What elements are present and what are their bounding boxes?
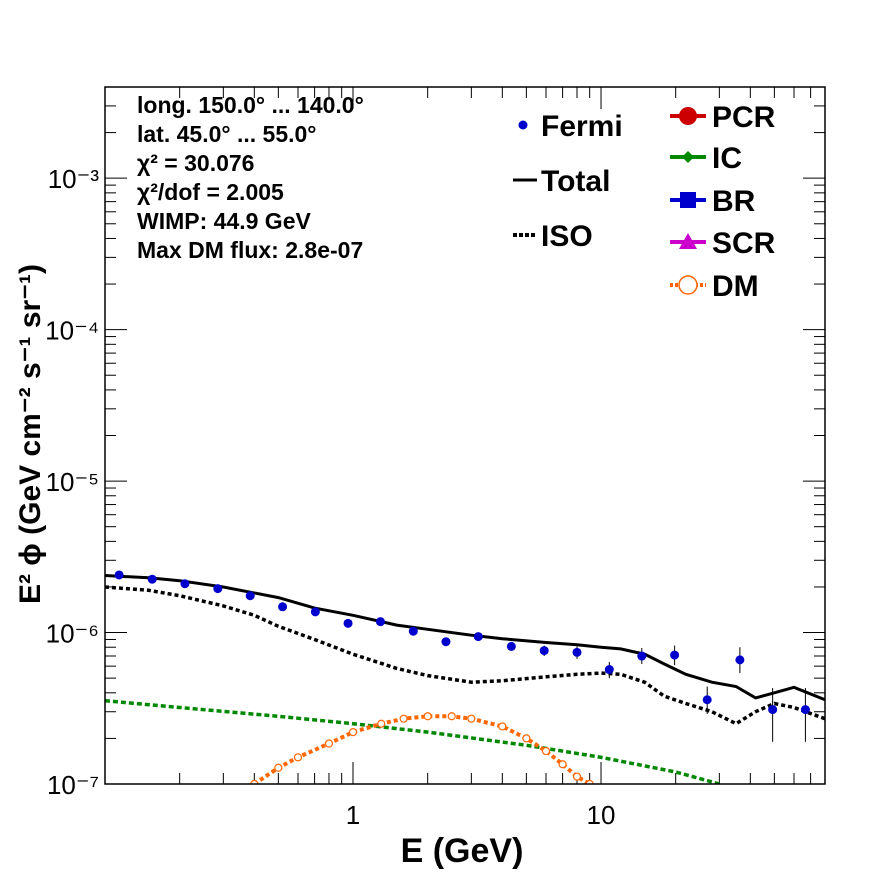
- legend-dm-marker: [678, 275, 698, 295]
- info-line: Max DM flux: 2.8e-07: [137, 237, 363, 263]
- legend-label: Fermi: [541, 110, 623, 143]
- iso-line: [105, 585, 825, 726]
- fermi-point: [213, 584, 223, 594]
- y-axis-label: E² ϕ (GeV cm⁻² s⁻¹ sr⁻¹): [14, 264, 47, 604]
- dm-point: [541, 746, 551, 756]
- fermi-point: [768, 705, 778, 715]
- series-group: [105, 570, 825, 784]
- y-tick-label: 10⁻⁵: [46, 467, 99, 497]
- dm-point: [274, 763, 283, 772]
- dm-point: [558, 760, 567, 769]
- y-tick-label: 10⁻³: [48, 164, 100, 194]
- legend-label: SCR: [712, 227, 776, 260]
- legend-fermi-marker: [518, 120, 528, 130]
- dm-point: [572, 772, 582, 781]
- fermi-point: [245, 591, 255, 601]
- x-tick-label: 1: [346, 800, 360, 830]
- legend-label: PCR: [712, 101, 776, 134]
- x-axis-label: E (GeV): [401, 832, 524, 870]
- dm-point: [324, 739, 334, 748]
- info-line: WIMP: 44.9 GeV: [137, 208, 311, 234]
- dm-point: [423, 712, 432, 721]
- fermi-point: [670, 650, 680, 660]
- fermi-point: [310, 607, 320, 617]
- info-line: χ² = 30.076: [137, 150, 254, 176]
- axis-ticks: [104, 86, 826, 785]
- dm-line: [253, 714, 591, 784]
- fermi-point: [572, 647, 582, 657]
- fermi-point: [735, 655, 745, 665]
- info-line: long. 150.0° ... 140.0°: [137, 92, 364, 118]
- fermi-point: [375, 617, 385, 627]
- dm-point: [467, 714, 476, 723]
- fit-info-box: long. 150.0° ... 140.0° lat. 45.0° ... 55…: [137, 92, 364, 263]
- y-tick-label: 10⁻⁴: [45, 316, 99, 346]
- fermi-point: [506, 641, 516, 651]
- legend-br-marker: [680, 192, 696, 208]
- fermi-point: [539, 646, 549, 656]
- dm-point: [348, 728, 358, 737]
- legend-label: DM: [712, 270, 759, 303]
- dm-point: [522, 734, 531, 743]
- fermi-point: [343, 618, 353, 628]
- dm-point: [498, 722, 507, 731]
- dm-point: [293, 753, 303, 762]
- fermi-point: [473, 632, 483, 642]
- plot-frame: [104, 86, 826, 785]
- tick-labels: 1 10 10⁻⁷ 10⁻⁶ 10⁻⁵ 10⁻⁴ 10⁻³: [45, 164, 615, 830]
- total-line: [105, 574, 825, 702]
- dm-point: [377, 719, 386, 728]
- dm-point: [447, 712, 456, 721]
- fermi-point: [637, 651, 647, 661]
- fermi-point: [147, 574, 157, 584]
- dm-point: [399, 714, 408, 723]
- dm-point: [250, 779, 259, 784]
- dm-point: [585, 779, 594, 784]
- fermi-point: [278, 602, 288, 612]
- fermi-point: [604, 665, 614, 675]
- y-tick-label: 10⁻⁷: [47, 770, 99, 800]
- legend-pcr-marker: [679, 107, 697, 125]
- legend-label: Total: [541, 165, 610, 198]
- ic-line: [105, 698, 720, 784]
- info-line: χ²/dof = 2.005: [137, 179, 284, 205]
- fermi-point: [114, 570, 124, 580]
- legend-label: ISO: [541, 220, 593, 253]
- info-line: lat. 45.0° ... 55.0°: [137, 121, 317, 147]
- fermi-point: [702, 695, 712, 705]
- x-tick-label: 10: [587, 800, 616, 830]
- fermi-point: [180, 579, 190, 589]
- legend-ic-marker: [682, 151, 694, 163]
- y-tick-label: 10⁻⁶: [46, 619, 99, 649]
- fermi-point: [441, 637, 451, 647]
- legend-label: BR: [712, 185, 756, 218]
- legend-label: IC: [712, 142, 742, 175]
- legend: Fermi Total ISO PCR IC BR SCR DM: [513, 101, 776, 303]
- fermi-point: [800, 705, 810, 715]
- fermi-point: [408, 626, 418, 636]
- legend-scr-marker: [679, 233, 697, 249]
